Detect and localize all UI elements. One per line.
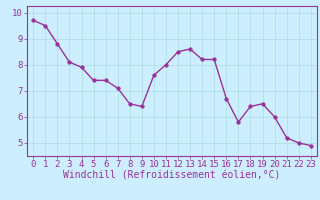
X-axis label: Windchill (Refroidissement éolien,°C): Windchill (Refroidissement éolien,°C) (63, 171, 281, 181)
